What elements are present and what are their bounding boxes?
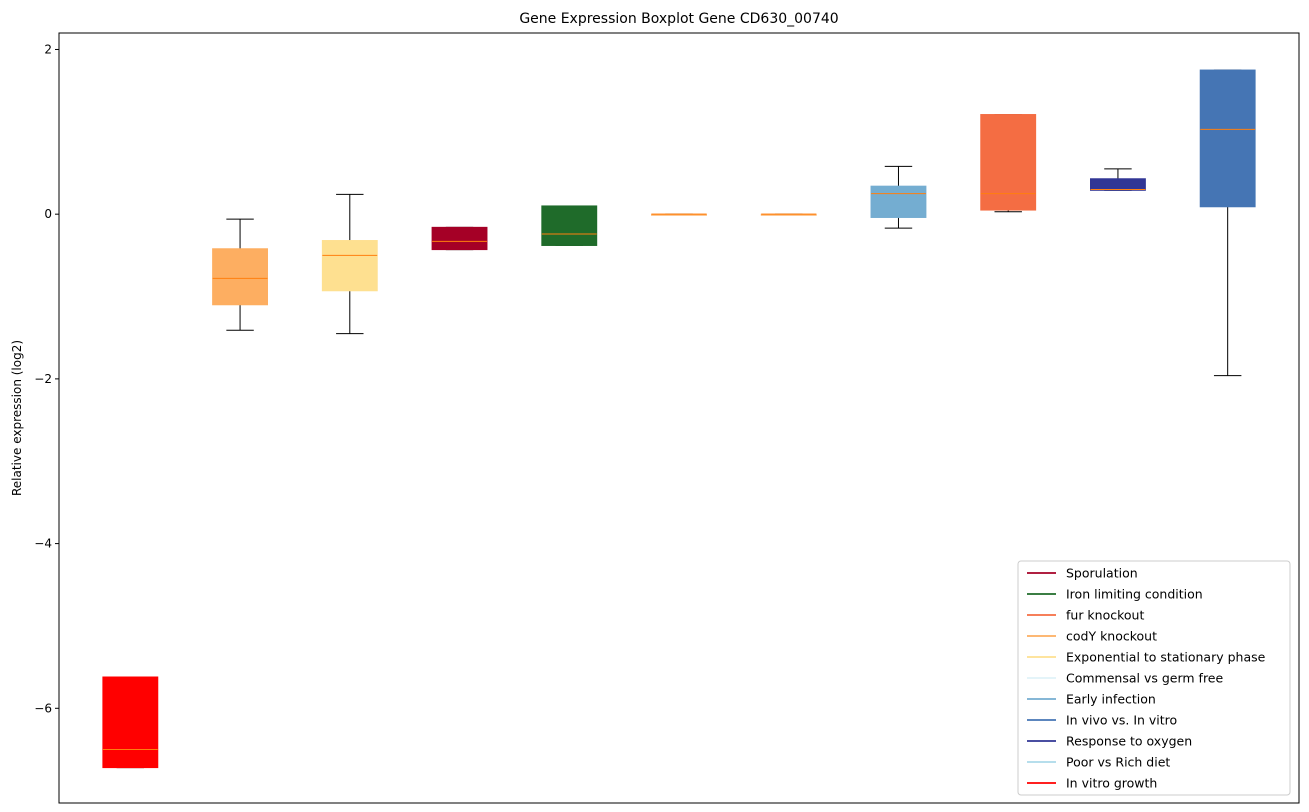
box-4 (431, 226, 488, 251)
legend-frame (1017, 560, 1291, 796)
legend-label: Early infection (1066, 692, 1156, 707)
box-5 (541, 205, 598, 246)
box-body (541, 205, 598, 246)
legend-label: Response to oxygen (1066, 734, 1192, 749)
box-body (212, 248, 268, 306)
box-body (1199, 69, 1256, 208)
legend-label: In vivo vs. In vitro (1066, 713, 1177, 728)
legend-label: codY knockout (1066, 629, 1157, 644)
box-6 (651, 213, 707, 216)
legend-label: Poor vs Rich diet (1066, 755, 1170, 770)
y-tick-label: 2 (44, 42, 52, 56)
y-tick-label: −2 (34, 372, 52, 386)
legend-label: Commensal vs germ free (1066, 671, 1223, 686)
box-3 (321, 193, 378, 335)
y-tick-label: 0 (44, 207, 52, 221)
legend-label: In vitro growth (1066, 776, 1157, 791)
box-7 (760, 213, 817, 216)
box-10 (1090, 168, 1146, 191)
y-axis-label: Relative expression (log2) (10, 340, 24, 496)
y-tick-label: −4 (34, 537, 52, 551)
legend-label: fur knockout (1066, 608, 1144, 623)
box-body (1090, 178, 1146, 191)
box-body (431, 226, 488, 251)
legend-label: Exponential to stationary phase (1066, 650, 1266, 665)
box-2 (212, 218, 268, 331)
y-tick-label: −6 (34, 701, 52, 715)
legend: Sporulation Iron limiting condition fur kn… (1017, 560, 1291, 796)
plot-frame (58, 32, 1300, 804)
chart-title: Gene Expression Boxplot Gene CD630_00740 (519, 11, 838, 27)
box-11 (1199, 69, 1256, 377)
box-1 (102, 676, 159, 769)
box-body (870, 185, 927, 218)
box-8 (870, 165, 927, 229)
legend-label: Iron limiting condition (1066, 587, 1203, 602)
plot-area (102, 69, 1256, 769)
box-body (102, 676, 159, 769)
box-9 (980, 114, 1037, 213)
box-body (980, 114, 1037, 211)
legend-label: Sporulation (1066, 566, 1138, 581)
y-axis-ticks: 2 0 −2 −4 −6 (34, 42, 59, 715)
box-body (321, 240, 378, 292)
